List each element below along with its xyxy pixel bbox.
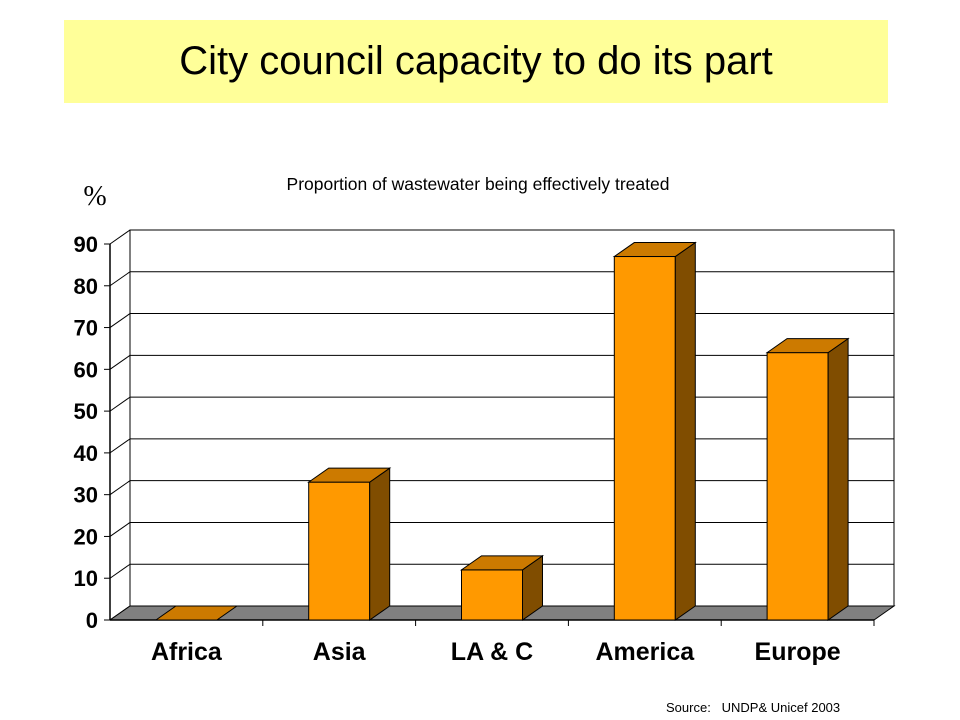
gridline-diagonal (109, 438, 131, 454)
gridline-diagonal (109, 563, 131, 579)
x-tick-label: America (595, 638, 695, 666)
bar-top (459, 555, 545, 571)
y-tick-label: 80 (74, 274, 98, 299)
bar-front (308, 481, 371, 621)
gridline-diagonal (109, 313, 131, 328)
gridline-diagonal (109, 396, 131, 412)
bar-front (766, 352, 829, 621)
bar-front (613, 256, 676, 621)
y-tick-label: 30 (74, 483, 98, 508)
x-tick-label: Asia (313, 638, 367, 666)
y-tick-label: 70 (74, 316, 98, 341)
source-note: Source: UNDP& Unicef 2003 (666, 700, 841, 715)
bar-front (461, 569, 523, 621)
gridline-diagonal (109, 480, 131, 496)
x-tick-label: LA & C (451, 638, 533, 666)
y-tick-label: 0 (86, 608, 98, 633)
y-tick-label: 20 (74, 524, 98, 549)
y-tick-label: 40 (74, 441, 98, 466)
gridline-diagonal (109, 271, 131, 287)
y-tick-label: 50 (74, 399, 98, 424)
gridline-diagonal (109, 229, 131, 245)
x-tick-label: Europe (755, 638, 841, 666)
x-tick-label: Africa (151, 638, 223, 666)
y-tick-label: 60 (74, 357, 98, 382)
y-tick-label: 10 (74, 566, 98, 591)
bar-top (307, 467, 392, 483)
chart-title: Proportion of wastewater being effective… (287, 174, 670, 194)
title-banner: City council capacity to do its part (64, 20, 888, 103)
y-axis-label: % (83, 181, 106, 212)
bar-top (765, 338, 850, 354)
bar-side (827, 337, 849, 621)
plot-area: 0 10 20 30 40 50 60 70 80 90 Africa Asia LA & C Ameri… (74, 229, 896, 666)
bar-side (369, 467, 391, 621)
slide-title: City council capacity to do its part (179, 39, 773, 83)
y-tick-label: 90 (74, 232, 98, 257)
gridline-diagonal (109, 354, 131, 370)
bar-side (674, 241, 696, 621)
gridline-diagonal (109, 522, 131, 537)
bar-top (154, 605, 239, 621)
bar-top (612, 242, 697, 258)
